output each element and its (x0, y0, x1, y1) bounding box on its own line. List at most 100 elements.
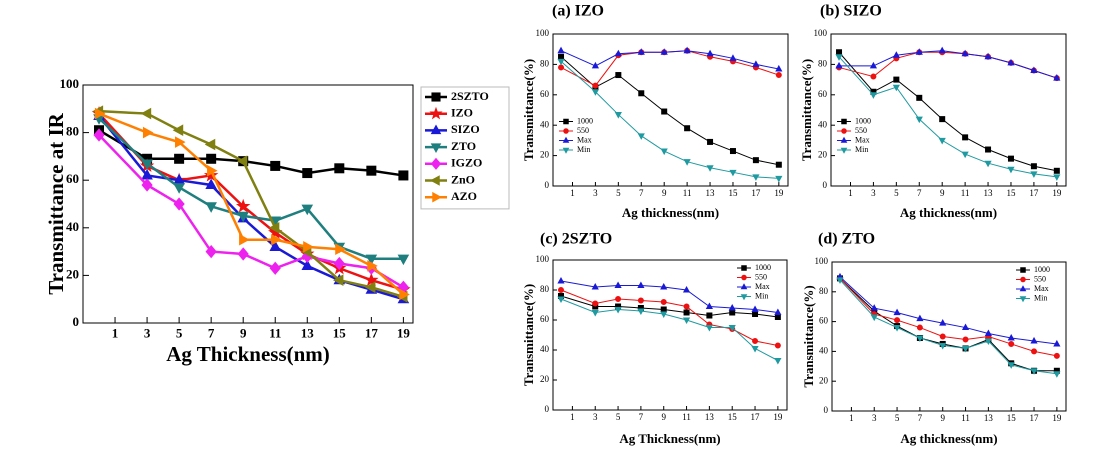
series-line (839, 279, 1057, 375)
data-point (615, 72, 622, 79)
x-tick-label: 13 (984, 413, 994, 423)
x-tick-label: 7 (639, 188, 644, 198)
legend-label: Max (577, 135, 592, 144)
x-axis-label: Ag Thickness(nm) (166, 342, 330, 366)
y-tick-label: 80 (818, 58, 828, 68)
data-point (397, 254, 410, 266)
x-axis-label: Ag thickness(nm) (622, 205, 719, 220)
data-point (175, 136, 186, 148)
data-point (207, 164, 218, 177)
x-tick-label: 11 (961, 188, 970, 198)
data-point (916, 335, 924, 343)
data-point (172, 124, 184, 137)
data-point (173, 183, 185, 194)
data-point (835, 54, 843, 61)
data-point (173, 197, 185, 211)
data-point (962, 336, 969, 343)
data-point (752, 338, 759, 344)
series-line (838, 51, 1057, 172)
data-point (660, 299, 667, 305)
data-point (236, 198, 251, 213)
data-point (1007, 58, 1015, 66)
plot-frame (831, 261, 1067, 412)
data-point (683, 46, 691, 54)
legend-label: ZTO (451, 139, 476, 153)
data-point (915, 116, 923, 124)
x-tick-label: 5 (895, 413, 900, 423)
legend-marker (840, 136, 848, 143)
x-tick-label: 17 (365, 326, 379, 341)
data-point (984, 160, 992, 168)
legend-label: SIZO (451, 122, 480, 136)
series-line (98, 134, 405, 289)
legend-label: 1000 (855, 116, 871, 125)
data-point (1053, 352, 1060, 359)
data-point (707, 138, 714, 145)
legend-marker (740, 294, 748, 301)
data-point (984, 338, 992, 346)
data-point (205, 202, 217, 213)
legend-label: 550 (1034, 274, 1046, 283)
data-point (1030, 66, 1038, 73)
data-point (682, 285, 691, 293)
data-point (236, 155, 248, 167)
series-line (560, 60, 779, 179)
data-point (938, 137, 946, 145)
y-tick-label: 60 (819, 316, 829, 326)
data-point (869, 92, 878, 99)
data-point (916, 324, 923, 331)
legend-marker (432, 191, 442, 203)
data-point (1030, 336, 1038, 344)
legend-marker (430, 124, 442, 135)
legend-label: 550 (755, 272, 767, 281)
y-tick-label: 100 (536, 254, 550, 264)
x-tick-label: 5 (894, 188, 899, 198)
data-point (752, 174, 760, 181)
data-point (592, 82, 599, 89)
x-tick-label: 19 (397, 326, 411, 341)
x-tick-label: 1 (849, 413, 854, 423)
y-tick-label: 0 (545, 404, 550, 414)
x-tick-label: 5 (176, 326, 183, 341)
x-tick-label: 5 (616, 412, 621, 422)
data-point (93, 128, 105, 142)
legend-label: IZO (451, 105, 473, 119)
data-point (1030, 171, 1038, 178)
data-point (893, 325, 901, 332)
y-axis-label: Transmittance(%) (799, 59, 814, 161)
data-point (1030, 163, 1037, 170)
data-point (614, 307, 622, 314)
data-point (592, 300, 599, 307)
data-point (205, 178, 217, 190)
x-tick-label: 19 (773, 412, 783, 422)
x-tick-label: 5 (616, 188, 621, 198)
chart-title: (d) ZTO (818, 231, 875, 248)
x-tick-label: 7 (639, 412, 644, 422)
y-axis-label: Transmittance(%) (521, 59, 536, 161)
series-line (838, 56, 1057, 178)
x-tick-label: 15 (333, 326, 347, 341)
data-point (915, 48, 923, 55)
legend-marker (430, 175, 440, 186)
legend-label: 2SZTO (451, 89, 489, 103)
data-point (591, 61, 600, 69)
x-tick-label: 7 (917, 188, 922, 198)
legend-label: Min (577, 145, 590, 154)
data-point (334, 163, 345, 174)
legend-marker (562, 147, 570, 154)
y-tick-label: 40 (819, 345, 829, 355)
y-tick-label: 80 (819, 286, 829, 296)
data-point (557, 296, 565, 304)
x-tick-label: 3 (593, 188, 598, 198)
legend-label: 550 (855, 126, 867, 135)
x-tick-label: 1 (112, 326, 119, 341)
y-tick-label: 40 (66, 219, 79, 234)
legend-marker (841, 128, 847, 134)
x-tick-label: 9 (240, 326, 247, 341)
data-point (269, 240, 282, 251)
x-tick-label: 15 (728, 412, 738, 422)
legend-label: 1000 (577, 116, 593, 125)
x-tick-label: 15 (1006, 188, 1016, 198)
y-tick-label: 20 (540, 150, 550, 160)
data-point (614, 281, 622, 288)
